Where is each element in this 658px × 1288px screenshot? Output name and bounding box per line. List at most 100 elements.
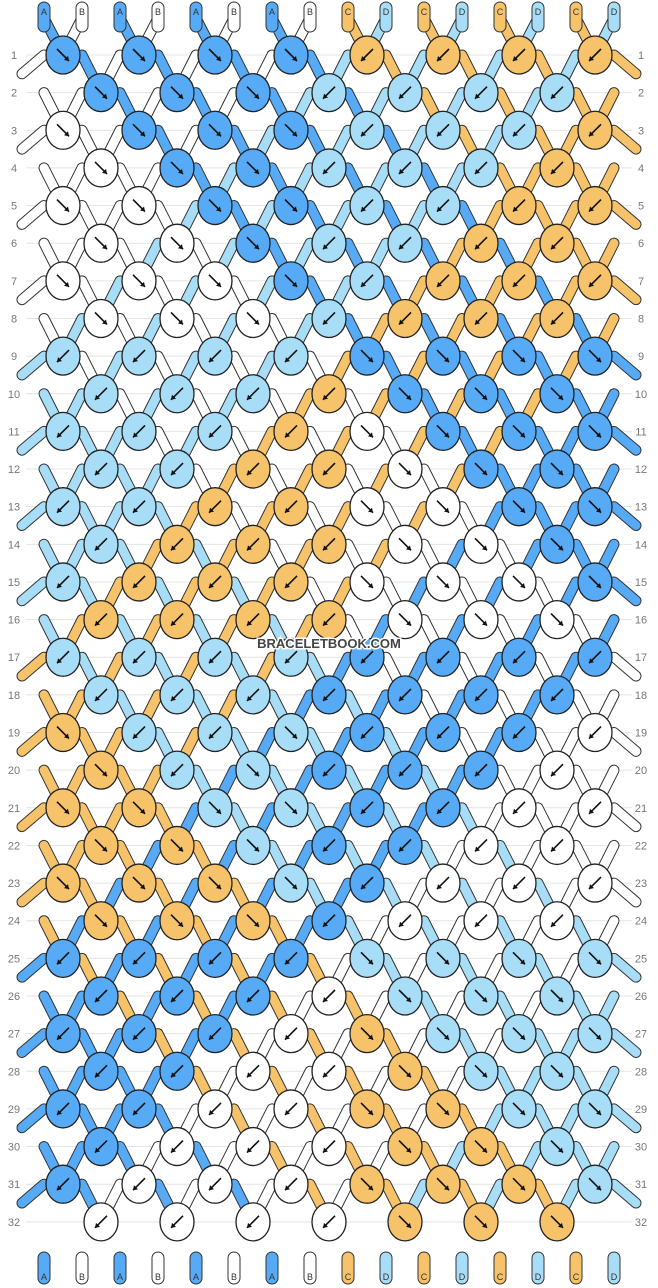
arrow-head-icon (285, 582, 290, 588)
knot (349, 938, 385, 979)
row-number-left: 28 (8, 1066, 20, 1078)
arrow-head-icon (323, 470, 328, 476)
knot (463, 148, 499, 188)
arrow-head-icon (323, 244, 328, 250)
arrow-head-icon (558, 545, 563, 551)
knot (159, 1051, 195, 1091)
row-number-right: 4 (638, 163, 644, 175)
arrow-head-icon (323, 1147, 328, 1153)
knot (501, 562, 537, 602)
arrow-head-icon (368, 1185, 373, 1191)
knot (83, 72, 119, 113)
arrow-head-icon (323, 695, 328, 701)
knot (235, 298, 271, 339)
arrow-head-icon (482, 470, 487, 476)
arrow-head-icon (596, 582, 601, 588)
knot (235, 825, 271, 866)
knot (311, 1126, 347, 1167)
knot (159, 524, 195, 564)
arrow-head-icon (57, 582, 62, 588)
knot (463, 223, 499, 263)
arrow-head-icon (292, 56, 297, 61)
knot (349, 863, 385, 903)
row-number-left: 23 (8, 878, 20, 890)
strand-label-bottom: D (459, 1272, 466, 1282)
row-number-left: 2 (11, 88, 17, 100)
knot (311, 976, 347, 1016)
knot (425, 712, 461, 753)
strand-label-bottom: D (535, 1272, 542, 1282)
knot (463, 825, 499, 866)
arrow-head-icon (254, 244, 259, 250)
knot (539, 976, 575, 1016)
row-number-right: 10 (635, 389, 647, 401)
arrow-head-icon (520, 1034, 525, 1040)
arrow-head-icon (64, 733, 69, 739)
arrow-head-icon (596, 432, 601, 438)
knot (349, 35, 385, 75)
knot (501, 637, 537, 677)
knot (121, 938, 157, 979)
arrow-head-icon (513, 131, 518, 137)
knot (273, 788, 309, 828)
arrow-head-icon (368, 582, 373, 588)
arrow-head-icon (551, 921, 556, 927)
knot (121, 562, 157, 602)
row-number-right: 23 (635, 878, 647, 890)
thread-edge (609, 1104, 641, 1133)
arrow-head-icon (171, 1147, 176, 1153)
knot (311, 750, 347, 790)
knot (539, 374, 575, 414)
arrow-head-icon (475, 695, 480, 701)
knot (577, 863, 613, 903)
arrow-head-icon (216, 808, 221, 814)
row-number-left: 25 (8, 953, 20, 965)
knot (121, 411, 157, 452)
arrow-head-icon (589, 206, 594, 212)
arrow-head-icon (209, 507, 214, 513)
arrow-head-icon (323, 394, 328, 400)
knot (539, 148, 575, 188)
row-number-left: 18 (8, 690, 20, 702)
arrow-head-icon (292, 206, 297, 212)
arrow-head-icon (399, 93, 404, 99)
knot (349, 1089, 385, 1129)
arrow-head-icon (558, 1147, 563, 1153)
knot (273, 1089, 309, 1129)
knot (235, 901, 271, 941)
arrow-head-icon (292, 733, 297, 739)
knot (83, 374, 119, 414)
knot (387, 675, 423, 715)
knot (501, 788, 537, 828)
arrow-head-icon (209, 1185, 214, 1191)
row-number-right: 16 (635, 615, 647, 627)
knot (45, 411, 81, 452)
arrow-head-icon (102, 93, 107, 99)
knot (159, 750, 195, 790)
arrow-head-icon (285, 1185, 290, 1191)
knot (197, 1013, 233, 1054)
knot (197, 411, 233, 452)
knot (197, 35, 233, 75)
arrow-head-icon (323, 921, 328, 927)
knot (463, 901, 499, 941)
strand-label-top: D (611, 7, 618, 17)
knot (539, 750, 575, 790)
knot (311, 449, 347, 489)
knot (45, 261, 81, 301)
knot (387, 825, 423, 866)
knot (539, 901, 575, 941)
thread-edge (17, 728, 49, 756)
arrow-head-icon (140, 206, 145, 212)
strand-label-bottom: B (231, 1272, 237, 1282)
arrow-head-icon (437, 56, 442, 61)
knot (121, 110, 157, 150)
arrow-head-icon (520, 507, 525, 513)
thread-edge (609, 125, 641, 154)
arrow-head-icon (437, 131, 442, 137)
knot (387, 72, 423, 113)
knot (121, 487, 157, 527)
knot (539, 1202, 575, 1242)
knot (197, 788, 233, 828)
arrow-head-icon (361, 658, 366, 664)
